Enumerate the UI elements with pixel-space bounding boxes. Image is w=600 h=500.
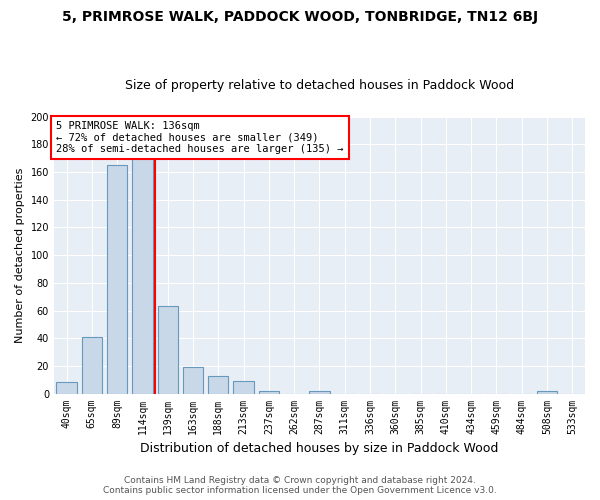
Bar (183, 368, 203, 394)
Bar (82, 337, 102, 394)
Bar (233, 381, 254, 394)
Bar (259, 391, 279, 394)
Bar (158, 306, 178, 394)
X-axis label: Distribution of detached houses by size in Paddock Wood: Distribution of detached houses by size … (140, 442, 499, 455)
Bar (537, 391, 557, 394)
Bar (107, 165, 127, 394)
Title: Size of property relative to detached houses in Paddock Wood: Size of property relative to detached ho… (125, 79, 514, 92)
Y-axis label: Number of detached properties: Number of detached properties (15, 168, 25, 343)
Text: 5 PRIMROSE WALK: 136sqm
← 72% of detached houses are smaller (349)
28% of semi-d: 5 PRIMROSE WALK: 136sqm ← 72% of detache… (56, 121, 344, 154)
Text: Contains HM Land Registry data © Crown copyright and database right 2024.
Contai: Contains HM Land Registry data © Crown c… (103, 476, 497, 495)
Bar (208, 376, 229, 394)
Bar (133, 158, 152, 394)
Text: 5, PRIMROSE WALK, PADDOCK WOOD, TONBRIDGE, TN12 6BJ: 5, PRIMROSE WALK, PADDOCK WOOD, TONBRIDG… (62, 10, 538, 24)
Bar (310, 391, 329, 394)
Bar (56, 382, 77, 394)
